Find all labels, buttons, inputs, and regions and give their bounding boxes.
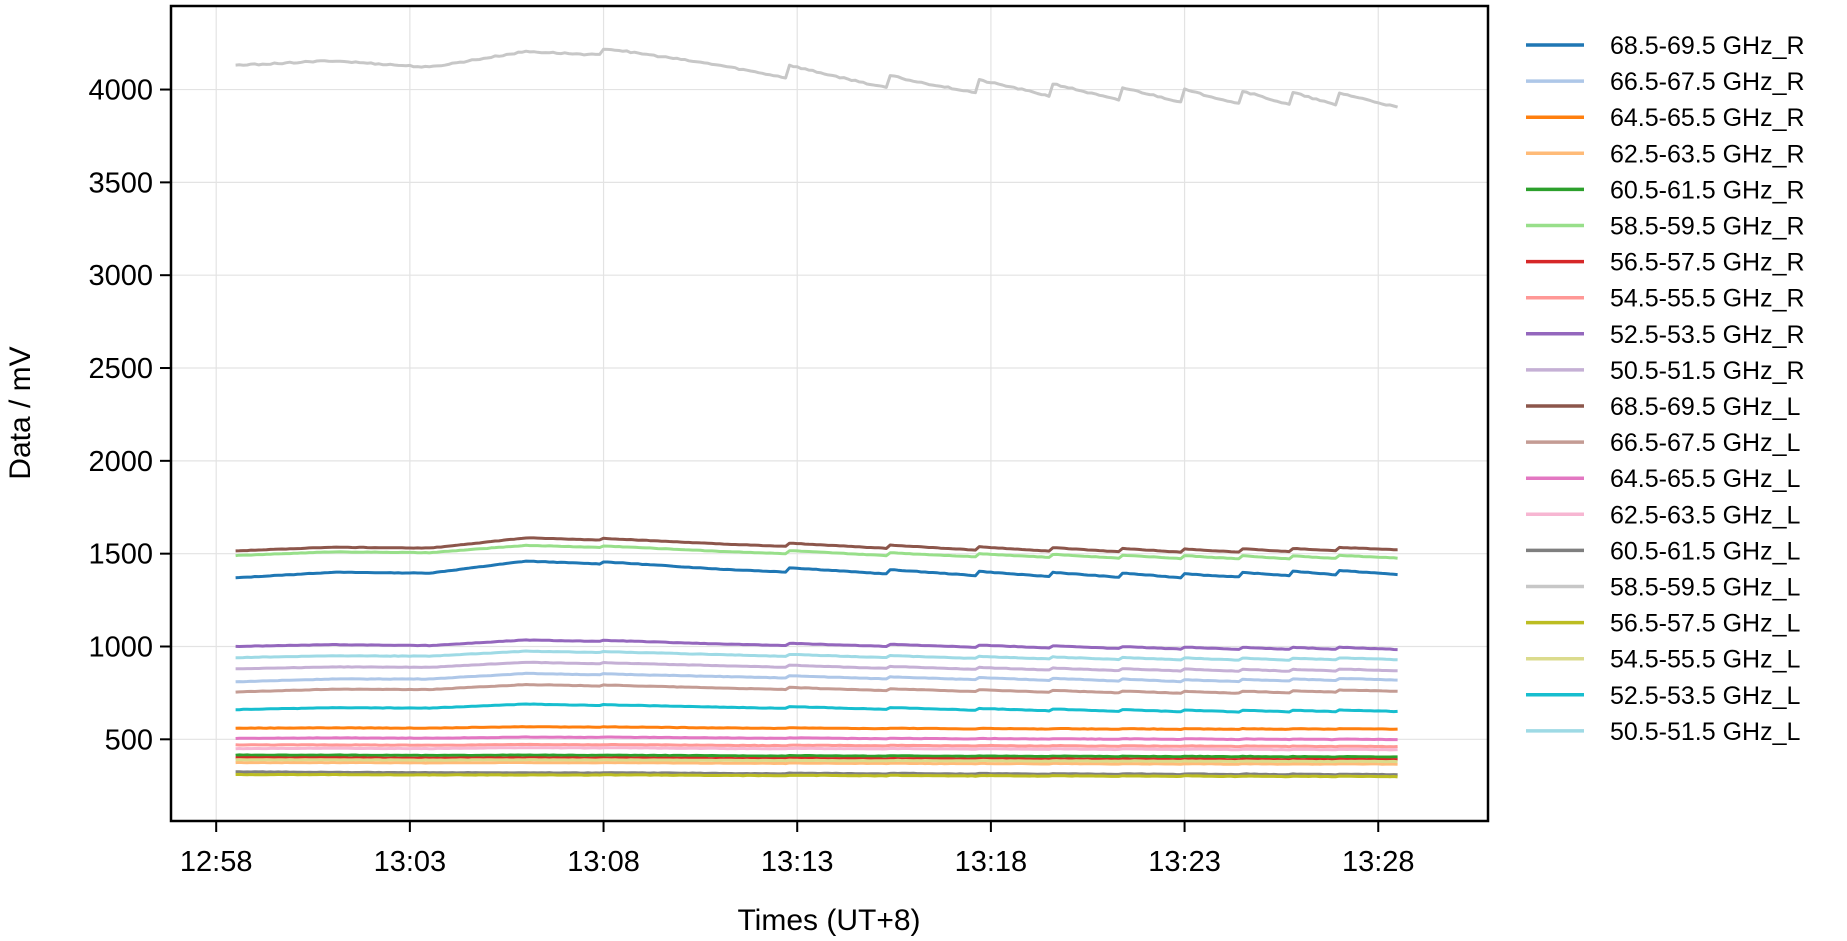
x-tick-label: 13:18 [955, 846, 1028, 878]
x-tick-label: 13:28 [1342, 846, 1415, 878]
x-axis-label: Times (UT+8) [737, 904, 920, 937]
legend-entry: 68.5-69.5 GHz_R [1610, 32, 1805, 60]
legend-entry: 56.5-57.5 GHz_L [1610, 610, 1800, 638]
series-line-17 [235, 772, 1398, 779]
x-tick-label: 13:08 [567, 846, 640, 878]
legend-entry: 50.5-51.5 GHz_L [1610, 718, 1800, 746]
series-line-18 [235, 758, 1398, 764]
x-tick-label: 13:03 [374, 846, 447, 878]
y-axis-label: Data / mV [4, 346, 37, 479]
series-line-1 [235, 559, 1398, 580]
x-tick-label: 13:23 [1148, 846, 1221, 878]
x-tick-label: 12:58 [180, 846, 253, 878]
series-line-14 [235, 746, 1398, 752]
x-axis: 12:58 13:03 13:08 13:13 13:18 13:23 13:28 [180, 821, 1415, 878]
series-line-7 [235, 756, 1398, 762]
y-tick-label: 1500 [88, 539, 153, 571]
series-line-9 [235, 638, 1398, 652]
legend-entry: 58.5-59.5 GHz_R [1610, 213, 1805, 241]
series-lines [235, 47, 1399, 779]
y-tick-label: 2000 [88, 446, 153, 478]
series-line-4 [235, 760, 1398, 766]
y-axis: 500 1000 1500 2000 2500 3000 3500 4000 [88, 75, 171, 756]
series-line-20 [235, 649, 1398, 662]
legend-entry: 66.5-67.5 GHz_R [1610, 68, 1805, 96]
series-line-16 [235, 47, 1399, 109]
legend-entry: 68.5-69.5 GHz_L [1610, 393, 1800, 421]
series-line-6 [235, 543, 1398, 561]
legend-entry: 52.5-53.5 GHz_L [1610, 682, 1800, 710]
y-tick-label: 3500 [88, 167, 153, 199]
legend-entry: 50.5-51.5 GHz_R [1610, 357, 1805, 385]
series-line-11 [235, 536, 1398, 554]
y-tick-label: 1000 [88, 631, 153, 663]
series-line-12 [235, 683, 1398, 695]
legend-entry: 58.5-59.5 GHz_L [1610, 574, 1800, 602]
series-line-13 [235, 735, 1398, 742]
series-line-15 [235, 770, 1398, 777]
legend-entry: 66.5-67.5 GHz_L [1610, 429, 1800, 457]
legend: 68.5-69.5 GHz_R 66.5-67.5 GHz_R 64.5-65.5 … [1526, 32, 1805, 746]
y-tick-label: 3000 [88, 260, 153, 292]
legend-entry: 54.5-55.5 GHz_L [1610, 646, 1800, 674]
legend-entry: 52.5-53.5 GHz_R [1610, 321, 1805, 349]
series-line-19 [235, 702, 1398, 714]
grid [171, 6, 1488, 821]
legend-entry: 60.5-61.5 GHz_R [1610, 176, 1805, 204]
legend-entry: 62.5-63.5 GHz_R [1610, 140, 1805, 168]
series-line-2 [235, 671, 1398, 684]
series-line-8 [235, 742, 1398, 749]
series-line-5 [235, 753, 1398, 759]
y-tick-label: 500 [105, 724, 153, 756]
y-tick-label: 4000 [88, 75, 153, 107]
legend-entry: 64.5-65.5 GHz_R [1610, 104, 1805, 132]
series-line-10 [235, 660, 1398, 673]
plot-frame [169, 4, 1490, 823]
y-tick-label: 2500 [88, 353, 153, 385]
legend-entry: 64.5-65.5 GHz_L [1610, 465, 1800, 493]
x-tick-label: 13:13 [761, 846, 834, 878]
series-line-3 [235, 725, 1398, 731]
legend-entry: 62.5-63.5 GHz_L [1610, 501, 1800, 529]
legend-entry: 56.5-57.5 GHz_R [1610, 249, 1805, 277]
legend-entry: 60.5-61.5 GHz_L [1610, 537, 1800, 565]
legend-entry: 54.5-55.5 GHz_R [1610, 285, 1805, 313]
